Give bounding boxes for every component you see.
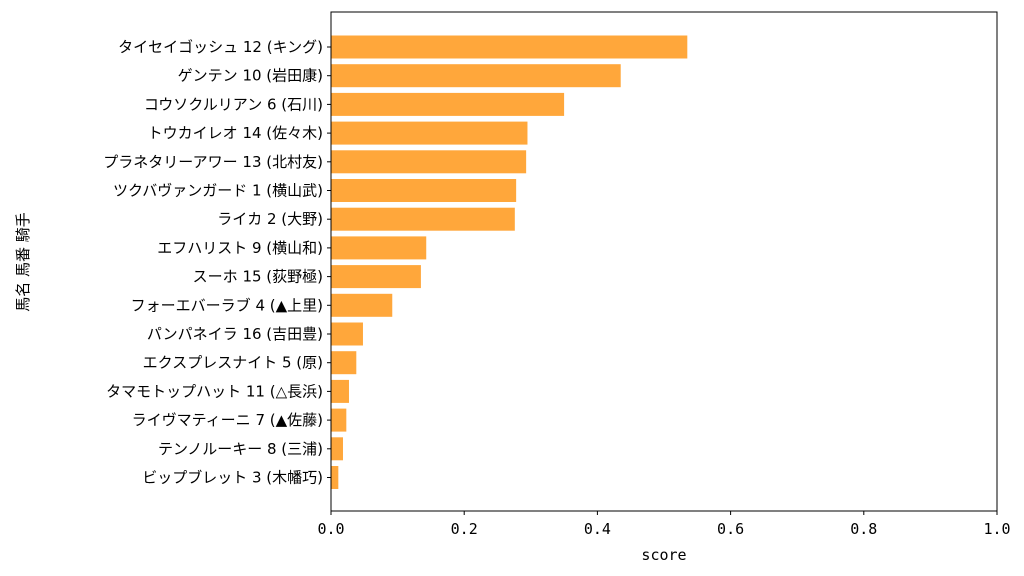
bar — [331, 64, 621, 88]
y-tick-label: エクスプレスナイト 5 (原) — [143, 354, 323, 372]
bar — [331, 179, 517, 202]
y-tick-label: プラネタリーアワー 13 (北村友) — [103, 153, 323, 171]
y-tick-label: エフハリスト 9 (横山和) — [157, 239, 323, 257]
bar — [331, 150, 527, 174]
x-tick-label: 1.0 — [983, 520, 1010, 538]
bar — [331, 121, 528, 145]
y-tick-label: ライカ 2 (大野) — [217, 210, 323, 228]
y-axis-title: 馬名 馬番 騎手 — [14, 212, 32, 312]
bar — [331, 236, 427, 260]
x-axis: 0.0 0.2 0.4 0.6 0.8 1.0 — [317, 511, 1011, 538]
y-tick-label: スーホ 15 (荻野極) — [193, 268, 323, 286]
y-tick-label: テンノルーキー 8 (三浦) — [158, 440, 323, 458]
x-axis-title: score — [641, 546, 686, 564]
y-axis: タイセイゴッシュ 12 (キング) ゲンテン 10 (岩田康) コウソクルリアン 6… — [103, 38, 331, 487]
x-tick-label: 0.4 — [584, 520, 611, 538]
y-tick-label: トウカイレオ 14 (佐々木) — [148, 124, 323, 142]
x-tick-label: 0.6 — [717, 520, 744, 538]
bar — [331, 293, 393, 317]
bar — [331, 265, 421, 289]
x-tick-label: 0.8 — [850, 520, 877, 538]
bar — [331, 466, 339, 489]
bar — [331, 35, 688, 59]
bar — [331, 379, 349, 403]
bars-group — [331, 35, 688, 489]
bar — [331, 92, 565, 116]
y-tick-label: ライヴマティーニ 7 (▲佐藤) — [132, 411, 323, 429]
bar — [331, 437, 343, 461]
plot-frame — [330, 11, 998, 512]
bar — [331, 322, 363, 346]
x-tick-label: 0.0 — [317, 520, 344, 538]
y-tick-label: ビップブレット 3 (木幡巧) — [142, 469, 323, 487]
y-tick-label: コウソクルリアン 6 (石川) — [144, 95, 323, 113]
bar — [331, 207, 515, 231]
bar — [331, 351, 357, 375]
y-tick-label: パンパネイラ 16 (吉田豊) — [147, 325, 323, 343]
y-tick-label: ゲンテン 10 (岩田康) — [178, 67, 323, 85]
x-tick-label: 0.2 — [451, 520, 478, 538]
y-tick-label: タイセイゴッシュ 12 (キング) — [118, 38, 323, 56]
y-tick-label: ツクバヴァンガード 1 (横山武) — [113, 182, 323, 200]
y-tick-label: フォーエバーラブ 4 (▲上里) — [131, 296, 323, 314]
y-tick-label: タマモトップハット 11 (△長浜) — [106, 382, 323, 400]
bar — [331, 408, 347, 432]
